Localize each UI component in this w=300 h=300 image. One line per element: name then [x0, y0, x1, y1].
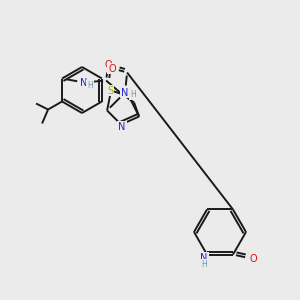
Text: S: S [107, 85, 113, 95]
Text: O: O [104, 61, 112, 70]
Text: O: O [249, 254, 257, 263]
Text: N: N [122, 88, 129, 98]
Text: N: N [80, 77, 88, 88]
Text: H: H [201, 260, 207, 269]
Text: N: N [118, 122, 126, 131]
Text: H: H [130, 90, 136, 99]
Text: O: O [108, 64, 116, 74]
Text: H: H [87, 81, 93, 90]
Text: N: N [200, 253, 208, 262]
